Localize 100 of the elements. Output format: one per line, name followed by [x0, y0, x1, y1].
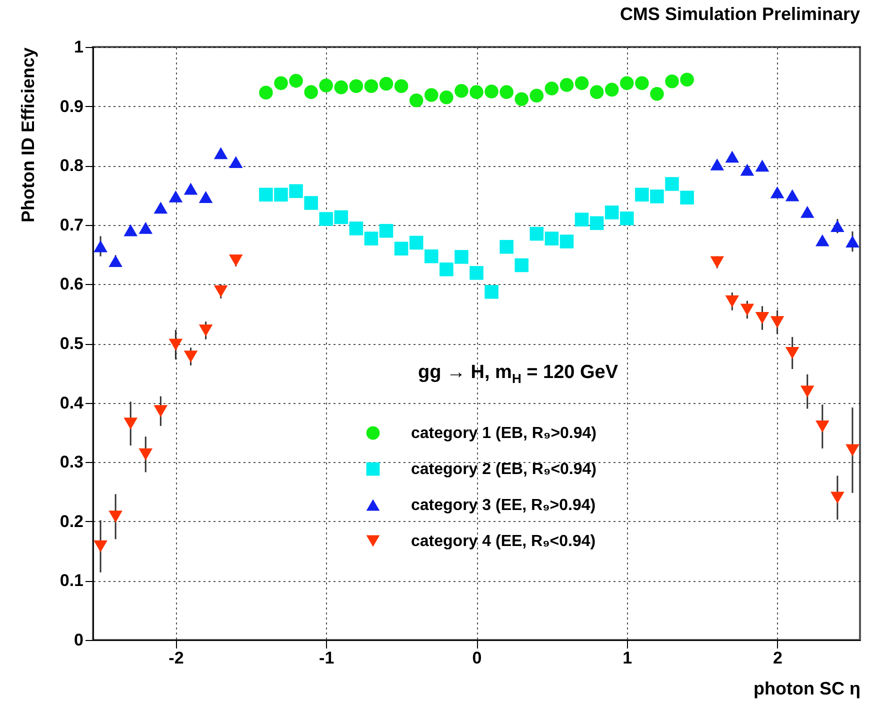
point	[604, 206, 619, 220]
point	[454, 84, 468, 98]
point	[785, 347, 800, 359]
point	[409, 236, 424, 250]
point	[680, 72, 694, 86]
point	[740, 304, 754, 316]
point	[289, 74, 303, 88]
point	[574, 76, 589, 90]
point	[259, 188, 273, 202]
point	[198, 191, 213, 203]
legend-label: category 1 (EB, R₉>0.94)	[411, 425, 596, 442]
point	[94, 540, 108, 552]
point	[168, 190, 183, 202]
x-axis-title: photon SC η	[754, 678, 860, 698]
point	[289, 184, 303, 198]
point	[514, 258, 529, 272]
point	[334, 210, 348, 224]
point	[379, 224, 394, 238]
point	[364, 79, 378, 94]
y-tick-label: 1	[74, 38, 84, 56]
point	[214, 285, 228, 298]
x-tick-label: -1	[319, 648, 334, 668]
point	[138, 448, 153, 460]
point	[198, 324, 213, 336]
point	[470, 266, 484, 280]
point	[274, 188, 288, 202]
point	[770, 186, 784, 198]
point	[665, 177, 679, 191]
point	[755, 312, 770, 324]
point	[228, 156, 243, 168]
y-tick-label: 0.2	[60, 512, 84, 531]
legend-label: category 3 (EE, R₉>0.94)	[411, 497, 596, 514]
point	[620, 211, 634, 226]
x-tick-label: 0	[472, 648, 482, 668]
point	[184, 182, 198, 195]
point	[710, 256, 724, 268]
y-tick-label: 0	[74, 630, 84, 650]
point	[108, 255, 122, 268]
point	[349, 79, 364, 94]
point	[168, 338, 183, 351]
point	[184, 350, 198, 363]
point	[409, 93, 424, 108]
point	[154, 202, 168, 214]
point	[635, 76, 649, 90]
point	[440, 262, 454, 276]
point	[500, 85, 514, 99]
point	[725, 150, 740, 163]
y-tick-label: 0.3	[60, 452, 84, 472]
point	[124, 224, 138, 236]
point	[680, 190, 694, 205]
y-tick-label: 0.6	[60, 274, 84, 294]
point	[500, 240, 514, 254]
point	[124, 418, 138, 430]
point	[650, 86, 664, 101]
point	[800, 386, 814, 398]
point	[530, 226, 544, 241]
y-tick-label: 0.4	[60, 393, 84, 412]
point	[740, 164, 754, 176]
y-tick-label: 0.5	[60, 334, 84, 353]
chart-title: CMS Simulation Preliminary	[620, 4, 860, 24]
point	[304, 196, 318, 210]
y-tick-label: 0.8	[60, 156, 84, 176]
point	[846, 444, 860, 456]
point	[154, 405, 168, 418]
point	[770, 316, 784, 328]
point	[484, 84, 498, 98]
point	[514, 92, 529, 106]
x-tick-label: 2	[773, 648, 783, 668]
point	[379, 76, 394, 91]
point	[94, 240, 108, 252]
point	[334, 80, 348, 94]
point	[440, 90, 454, 104]
point	[725, 295, 740, 308]
annotation: gg → H, m$_{H}$ = 120 GeV	[418, 362, 618, 386]
point	[816, 420, 830, 432]
point	[650, 190, 664, 204]
point	[710, 158, 724, 170]
point	[228, 254, 243, 266]
legend-label: category 2 (EB, R₉<0.94)	[411, 461, 596, 478]
y-tick-label: 0.7	[60, 215, 84, 234]
point	[785, 189, 800, 202]
point	[544, 232, 559, 246]
point	[319, 78, 333, 92]
point	[394, 79, 408, 94]
point	[530, 88, 544, 103]
point	[800, 206, 814, 218]
point	[560, 234, 574, 248]
point	[274, 76, 288, 90]
point	[470, 85, 484, 99]
point	[454, 250, 468, 264]
point	[304, 85, 318, 99]
point	[424, 88, 438, 102]
point	[259, 86, 273, 100]
point	[816, 234, 830, 246]
point	[830, 220, 844, 232]
point	[424, 249, 438, 264]
y-tick-label: 0.1	[60, 571, 84, 590]
point	[830, 492, 844, 504]
point	[755, 160, 770, 172]
point	[635, 188, 649, 202]
